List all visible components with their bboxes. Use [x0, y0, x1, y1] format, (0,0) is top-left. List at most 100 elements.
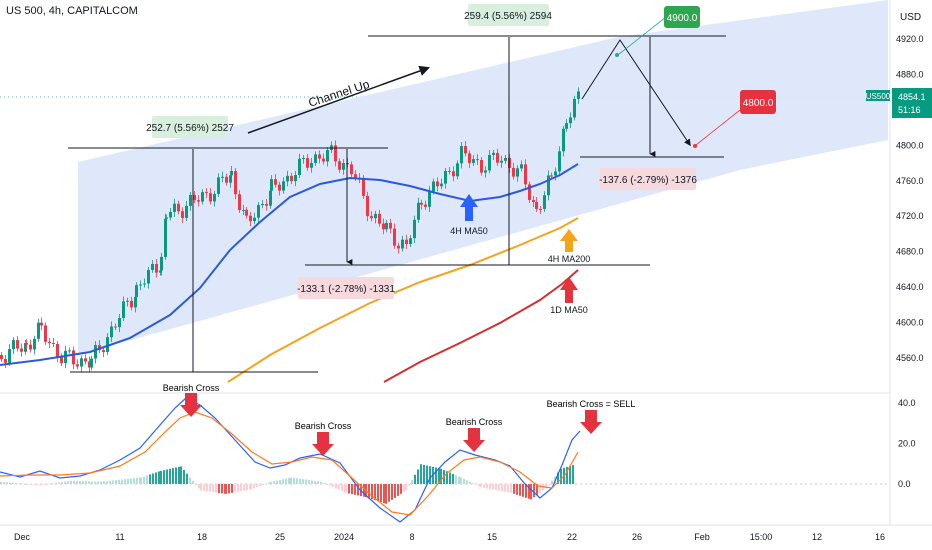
macd-bar — [64, 481, 66, 484]
time-tick-9: Feb — [694, 532, 710, 542]
candle — [528, 184, 531, 201]
price-tag-value: 4854.1 — [898, 92, 926, 102]
macd-bar — [536, 484, 538, 495]
candle — [389, 222, 392, 229]
candle — [539, 208, 542, 210]
macd-bar — [21, 483, 23, 485]
macd-bar — [519, 484, 521, 496]
measure-label-box-3 — [298, 277, 394, 299]
candle — [413, 219, 416, 239]
macd-bar — [326, 484, 328, 485]
macd-bar — [115, 480, 117, 484]
candle — [201, 192, 204, 202]
time-tick-7: 22 — [567, 532, 577, 542]
time-tick-2: 18 — [197, 532, 207, 542]
ma50-1d-label: 1D MA50 — [550, 305, 588, 315]
macd-bar — [440, 468, 442, 484]
measure-label-3: -133.1 (-2.78%) -1331 — [297, 284, 395, 295]
macd-bar — [186, 473, 188, 484]
candle — [102, 350, 105, 353]
candle — [0, 355, 3, 359]
macd-bar — [504, 484, 506, 492]
candle — [126, 300, 129, 302]
macd-bar — [231, 484, 233, 493]
candle — [500, 160, 503, 163]
ma50-1d-arrow-icon — [560, 277, 578, 303]
candle — [60, 357, 63, 364]
candle — [242, 209, 245, 211]
macd-bar — [206, 484, 208, 492]
macd-bar — [414, 474, 416, 484]
price-tag — [892, 88, 932, 118]
macd-bar — [510, 484, 512, 493]
macd-bar — [172, 468, 174, 484]
macd-bar — [525, 484, 527, 498]
candle — [354, 174, 357, 178]
candle — [405, 239, 408, 244]
macd-bar — [405, 484, 407, 491]
target-4800-box — [740, 90, 776, 114]
macd-bar — [495, 484, 497, 491]
bearish-cross-arrow-icon-3 — [463, 428, 485, 452]
macd-bar — [118, 479, 120, 484]
macd-axis[interactable]: 40.0 20.0 0.0 — [898, 398, 916, 489]
macd-bar — [314, 480, 316, 484]
macd-bar — [27, 484, 29, 485]
signal-line — [0, 411, 579, 516]
macd-bar — [256, 484, 258, 488]
macd-bar — [58, 482, 60, 484]
candle — [52, 343, 55, 345]
ma200-4h-line — [227, 217, 579, 383]
macd-bar — [320, 481, 322, 484]
macd-bar — [492, 484, 494, 490]
candle — [306, 158, 309, 168]
macd-bar — [209, 484, 211, 492]
macd-bar — [458, 476, 460, 484]
macd-bar — [569, 465, 571, 484]
macd-annotations: Bearish Cross Bearish Cross Bearish Cros… — [163, 383, 635, 456]
macd-bar — [40, 484, 42, 486]
macd-bar — [203, 484, 205, 491]
price-tick-8: 4600.0 — [896, 318, 924, 328]
symbol-tag-text: US500 — [866, 92, 891, 101]
macd-bar — [149, 474, 151, 484]
candle — [114, 326, 117, 328]
macd-bar — [360, 484, 362, 497]
macd-bar — [79, 481, 81, 484]
macd-bar — [215, 484, 217, 493]
candle — [12, 340, 15, 350]
macd-line — [0, 397, 581, 523]
macd-bar — [548, 484, 550, 485]
target-4900-label: 4900.0 — [667, 13, 698, 24]
candle — [524, 164, 527, 185]
candle — [573, 98, 576, 118]
macd-tick-1: 20.0 — [898, 439, 916, 449]
bearish-cross-arrow-icon-2 — [312, 432, 334, 456]
macd-bar — [466, 480, 468, 484]
measure-label-2: 259.4 (5.56%) 2594 — [464, 11, 552, 22]
time-tick-12: 16 — [875, 532, 885, 542]
candle — [135, 285, 138, 297]
macd-bar — [195, 484, 197, 485]
macd-annotation-2: Bearish Cross — [295, 421, 352, 431]
candle — [417, 202, 420, 220]
candle — [278, 184, 281, 191]
macd-bar — [455, 475, 457, 484]
time-tick-6: 15 — [487, 532, 497, 542]
macd-bar — [438, 468, 440, 484]
candle — [64, 350, 67, 364]
macd-bar — [33, 484, 35, 485]
macd-bar — [121, 479, 123, 484]
candle — [181, 211, 184, 218]
macd-bar — [85, 481, 87, 484]
macd-bar — [55, 482, 57, 484]
macd-bar — [329, 484, 331, 486]
time-axis[interactable]: Dec 11 18 25 2024 8 15 22 26 Feb 15:00 12 16 — [14, 532, 885, 542]
candle — [432, 181, 435, 192]
macd-bar — [276, 480, 278, 484]
price-axis[interactable]: 4920.04880.04840.04800.04760.04720.04680… — [896, 34, 924, 363]
candle — [197, 200, 200, 202]
candle — [484, 170, 487, 173]
macd-bar — [183, 470, 185, 484]
